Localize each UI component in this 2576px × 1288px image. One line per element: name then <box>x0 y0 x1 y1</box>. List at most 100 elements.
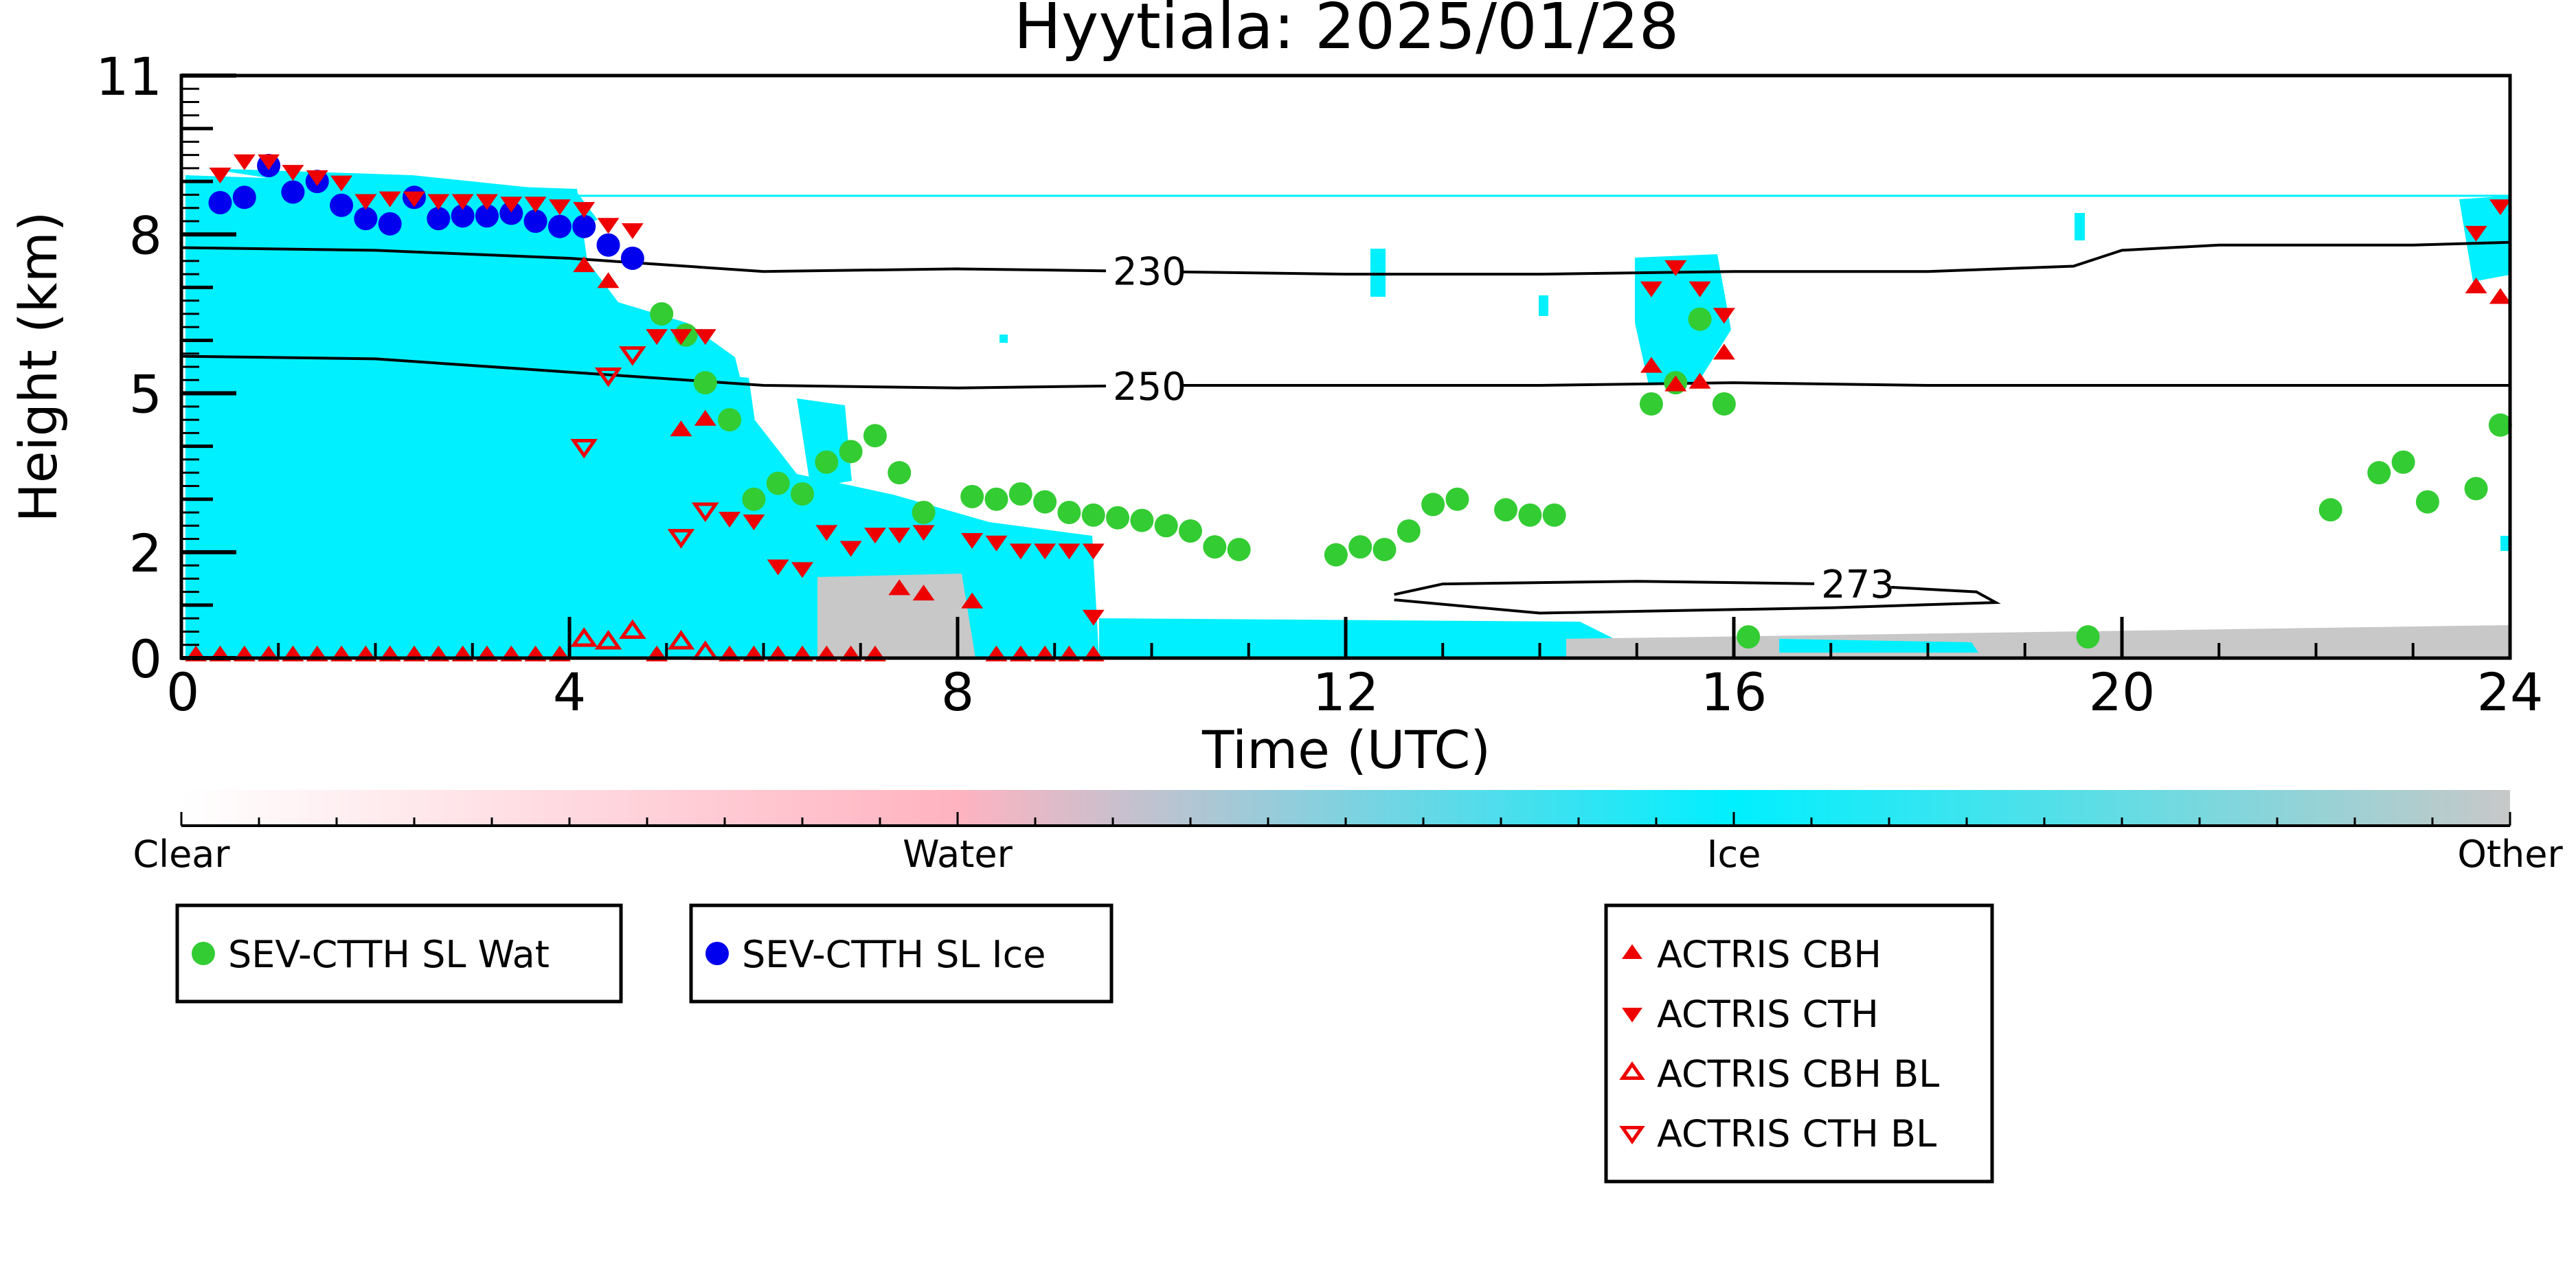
data-point <box>619 346 646 366</box>
data-point <box>306 170 328 186</box>
data-point <box>646 329 668 346</box>
data-point <box>1518 503 1542 527</box>
data-point <box>863 528 886 544</box>
x-tick-label: 24 <box>2477 662 2544 723</box>
data-point <box>743 514 765 530</box>
data-point <box>1713 308 1735 324</box>
contour-line-273 <box>1394 580 2001 615</box>
data-point <box>1203 535 1227 559</box>
data-point <box>984 487 1008 511</box>
data-point <box>354 194 377 210</box>
x-axis-label: Time (UTC) <box>1201 719 1491 780</box>
data-point <box>1033 490 1057 514</box>
contour-line-250 <box>181 354 2510 389</box>
legend-marker <box>1622 1007 1642 1023</box>
contour-label-250: 250 <box>1113 365 1186 409</box>
legend-marker <box>705 942 729 965</box>
data-point <box>427 194 450 210</box>
data-point <box>1081 503 1105 527</box>
legend-entry-label: ACTRIS CTH BL <box>1657 1112 1936 1155</box>
series-actris-cth-bl <box>570 346 719 549</box>
colorbar-labels: Clear Water Ice Other <box>133 833 2563 876</box>
legend-entry-label: SEV-CTTH SL Wat <box>228 933 550 976</box>
legend-frame <box>689 903 1114 1004</box>
data-point <box>621 223 644 239</box>
data-point <box>548 199 571 216</box>
data-point <box>258 154 280 170</box>
legend-marker <box>1622 944 1642 960</box>
data-point <box>570 627 598 647</box>
data-point <box>403 191 425 207</box>
data-point <box>2489 199 2511 216</box>
data-point <box>888 528 911 544</box>
data-point <box>573 202 596 218</box>
data-point <box>1082 543 1105 560</box>
y-tick-label: 5 <box>129 364 162 425</box>
colorbar-label-other: Other <box>2457 833 2563 876</box>
legend-box-2: SEV-CTTH SL Ice <box>689 903 1114 1004</box>
data-point <box>596 233 620 257</box>
data-point <box>1179 519 1202 543</box>
legend-marker <box>1619 1125 1645 1144</box>
data-point <box>912 525 935 541</box>
x-tick-label: 16 <box>1701 662 1767 723</box>
contour-label-bg <box>1814 563 1892 603</box>
data-point <box>667 629 695 650</box>
data-point <box>2489 288 2511 304</box>
data-point <box>570 439 598 459</box>
data-point <box>1688 372 1711 389</box>
data-point <box>281 180 305 204</box>
data-point <box>766 471 790 495</box>
series-actris-cth <box>209 154 2511 626</box>
data-point <box>2318 498 2342 522</box>
data-point <box>1664 260 1687 276</box>
data-point <box>2367 461 2391 485</box>
data-point <box>573 256 596 273</box>
contour-labels: 230 250 273 <box>1106 249 1895 607</box>
chart-title: Hyytiala: 2025/01/28 <box>1014 0 1680 63</box>
data-point <box>2464 477 2488 501</box>
data-point <box>667 529 695 549</box>
data-point <box>1009 543 1032 560</box>
data-point <box>330 193 354 217</box>
data-point <box>694 329 716 346</box>
data-point <box>1372 537 1397 561</box>
legend-box-1: SEV-CTTH SL Wat <box>175 903 623 1004</box>
x-tick-label: 20 <box>2089 662 2156 723</box>
data-point <box>354 207 378 231</box>
data-point <box>2488 413 2512 437</box>
x-tick-label: 8 <box>941 662 974 723</box>
data-point <box>2076 625 2100 649</box>
cloud-classification-image <box>185 168 2510 658</box>
data-point <box>960 484 984 508</box>
data-point <box>451 194 474 210</box>
data-point <box>961 592 984 609</box>
data-point <box>767 559 789 576</box>
legend-box-3: ACTRIS CBH ACTRIS CTH ACTRIS CBH BL ACTRIS … <box>1604 903 1994 1184</box>
data-point <box>1324 543 1348 567</box>
data-point <box>839 440 863 464</box>
data-point <box>1348 535 1372 559</box>
data-point <box>524 196 547 213</box>
data-point <box>1008 482 1032 506</box>
x-tick-label: 4 <box>553 662 586 723</box>
data-point <box>1640 281 1662 297</box>
legend-entry-label: ACTRIS CBH <box>1657 933 1882 976</box>
data-point <box>1058 543 1081 560</box>
contour-label-bg <box>1106 250 1183 291</box>
data-point <box>1106 506 1130 530</box>
y-tick-label: 2 <box>129 523 162 584</box>
data-point <box>2391 450 2415 474</box>
data-point <box>815 525 838 541</box>
data-point <box>475 204 499 228</box>
y-tick-label: 0 <box>129 629 162 690</box>
data-point <box>209 168 231 183</box>
data-point <box>2465 225 2487 242</box>
category-colorbar: Clear Water Ice Other <box>133 790 2563 876</box>
data-point <box>1688 307 1712 331</box>
data-point <box>1445 487 1469 511</box>
data-point <box>791 562 813 578</box>
data-point <box>791 482 814 506</box>
data-point <box>1421 493 1445 517</box>
contour-label-230: 230 <box>1113 249 1186 294</box>
